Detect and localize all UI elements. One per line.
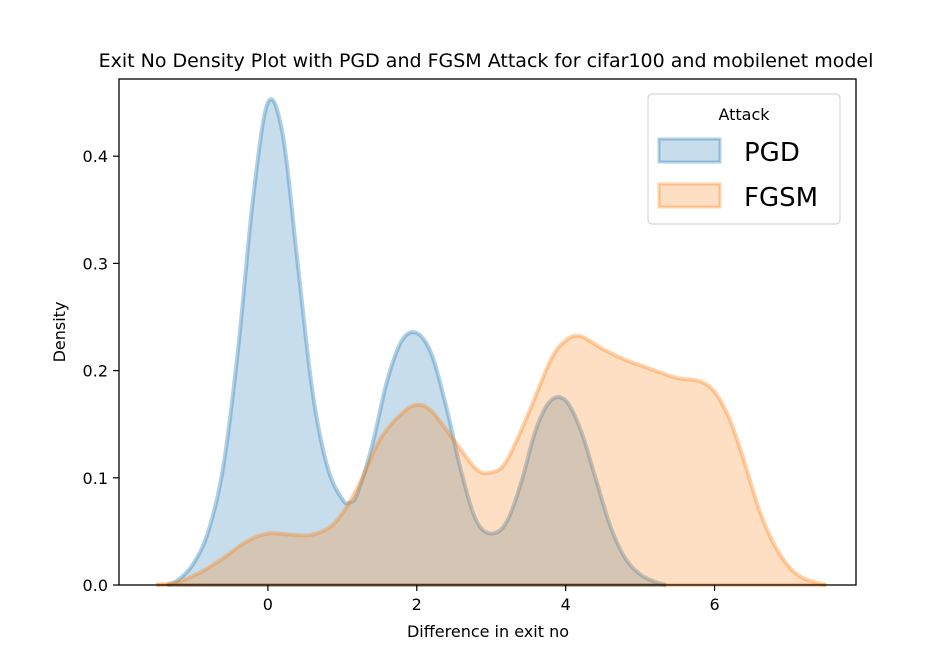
y-axis-ticks: 0.0 0.1 0.2 0.3 0.4 <box>83 147 119 595</box>
legend-box <box>647 93 841 225</box>
y-tick-label: 0.0 <box>83 576 108 595</box>
x-tick-label: 4 <box>561 595 571 614</box>
x-axis-label: Difference in exit no <box>407 622 569 641</box>
y-tick-label: 0.1 <box>83 469 108 488</box>
legend-swatch-fgsm <box>657 182 722 209</box>
density-area-fgsm <box>156 335 827 585</box>
x-tick-label: 6 <box>709 595 719 614</box>
density-line-pgd <box>166 97 667 587</box>
y-tick-label: 0.4 <box>83 147 108 166</box>
plot-frame <box>118 78 857 586</box>
y-tick-label: 0.2 <box>83 362 108 381</box>
y-tick-label: 0.3 <box>83 254 108 273</box>
density-line-fgsm <box>155 333 827 587</box>
density-area-pgd <box>167 99 667 585</box>
legend-title: Attack <box>718 105 770 124</box>
chart-title: Exit No Density Plot with PGD and FGSM A… <box>99 50 874 72</box>
legend-swatch-pgd <box>657 137 722 164</box>
x-tick-label: 0 <box>263 595 273 614</box>
legend-label-fgsm: FGSM <box>744 183 818 213</box>
x-tick-label: 2 <box>412 595 422 614</box>
y-axis-label: Density <box>50 302 69 363</box>
legend: Attack PGD FGSM <box>647 93 841 225</box>
x-axis-ticks: 0 2 4 6 <box>263 585 720 614</box>
legend-label-pgd: PGD <box>744 138 800 168</box>
